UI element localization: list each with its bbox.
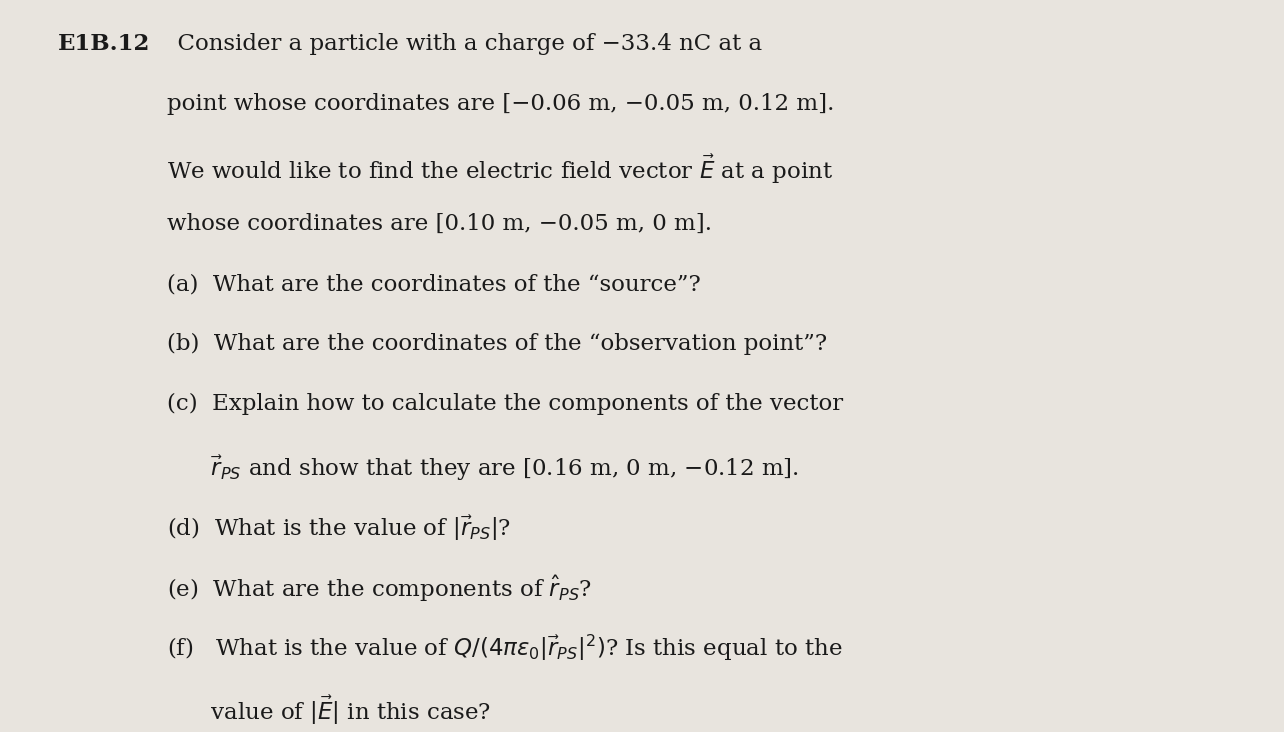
Text: (c)  Explain how to calculate the components of the vector: (c) Explain how to calculate the compone… (167, 393, 844, 415)
Text: Consider a particle with a charge of −33.4 nC at a: Consider a particle with a charge of −33… (163, 33, 763, 55)
Text: (d)  What is the value of $|\vec{r}_{PS}|$?: (d) What is the value of $|\vec{r}_{PS}|… (167, 513, 511, 542)
Text: (b)  What are the coordinates of the “observation point”?: (b) What are the coordinates of the “obs… (167, 333, 827, 355)
Text: point whose coordinates are [−0.06 m, −0.05 m, 0.12 m].: point whose coordinates are [−0.06 m, −0… (167, 93, 835, 115)
Text: (a)  What are the coordinates of the “source”?: (a) What are the coordinates of the “sou… (167, 273, 701, 295)
Text: (f)   What is the value of $Q/(4\pi\varepsilon_0|\vec{r}_{PS}|^2)$? Is this equa: (f) What is the value of $Q/(4\pi\vareps… (167, 633, 842, 663)
Text: (e)  What are the components of $\hat{r}_{PS}$?: (e) What are the components of $\hat{r}_… (167, 573, 592, 603)
Text: E1B.12: E1B.12 (58, 33, 150, 55)
Text: $\vec{r}_{PS}$ and show that they are [0.16 m, 0 m, $-$0.12 m].: $\vec{r}_{PS}$ and show that they are [0… (167, 453, 799, 482)
Text: value of $|\vec{E}|$ in this case?: value of $|\vec{E}|$ in this case? (167, 693, 490, 727)
Text: We would like to find the electric field vector $\vec{E}$ at a point: We would like to find the electric field… (167, 153, 833, 187)
Text: whose coordinates are [0.10 m, −0.05 m, 0 m].: whose coordinates are [0.10 m, −0.05 m, … (167, 213, 711, 235)
